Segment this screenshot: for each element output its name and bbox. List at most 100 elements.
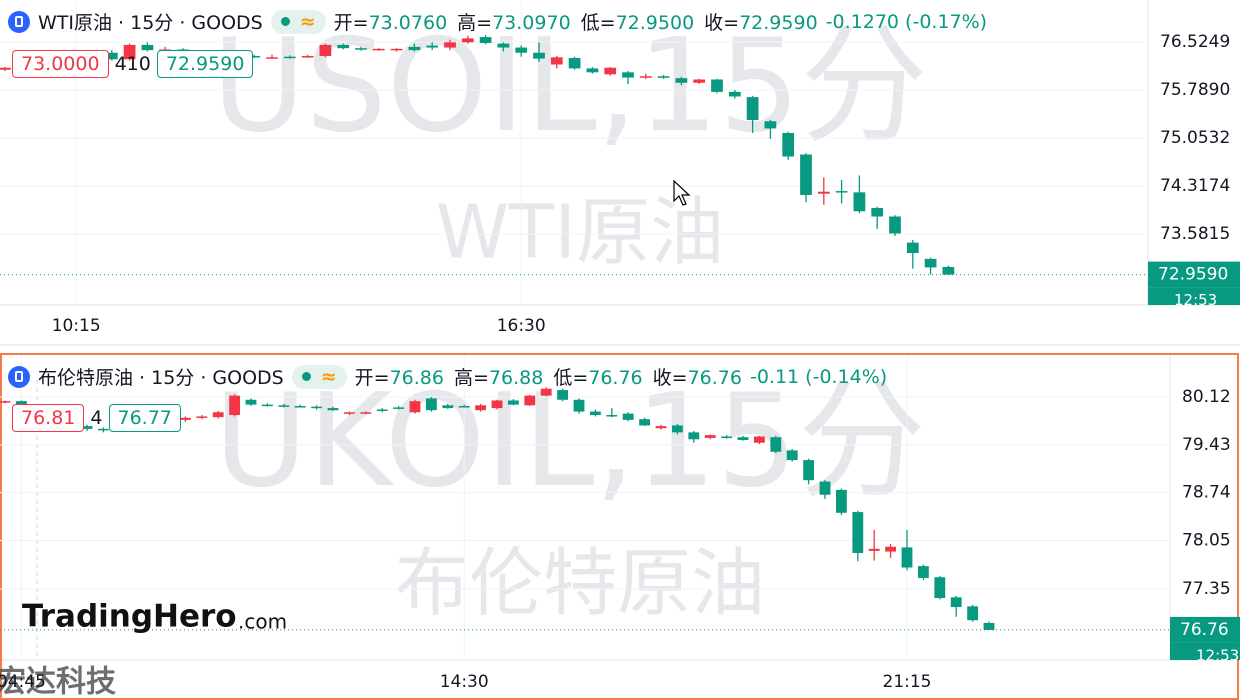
candle-body: [479, 37, 492, 43]
status-pill[interactable]: ≈: [270, 9, 326, 34]
change: -0.1270 (-0.17%): [825, 10, 988, 33]
candle-body: [606, 415, 618, 417]
candle-body: [442, 405, 454, 409]
candle-body: [901, 547, 913, 568]
candle-body: [372, 48, 385, 51]
buy-button[interactable]: 76.77: [108, 404, 181, 432]
candle-body: [533, 52, 545, 59]
ohlc-item: 开=73.0760: [334, 8, 448, 35]
candle-body: [655, 426, 667, 429]
candle-body: [426, 45, 439, 48]
candle-body: [461, 38, 474, 43]
watermark-name: 布伦特原油: [395, 541, 765, 627]
candle-body: [179, 417, 191, 420]
candle-body: [639, 76, 652, 78]
candle-body: [311, 406, 323, 409]
change: -0.11 (-0.14%): [749, 365, 888, 388]
candle-body: [408, 46, 421, 51]
market-open-dot: [301, 372, 311, 381]
candle-body: [622, 413, 634, 420]
ohlc-item: 高=73.0970: [457, 8, 571, 35]
legend-header: 布伦特原油 · 15分 · GOODS ≈ 开=76.86 高=76.88 低=76…: [8, 363, 887, 390]
candle-body: [746, 97, 759, 120]
candle-body: [360, 412, 372, 414]
candle-body: [934, 577, 946, 599]
symbol-icon: [8, 365, 30, 388]
ohlc-value: 76.76: [588, 367, 643, 389]
symbol-title[interactable]: WTI原油 · 15分 · GOODS: [38, 12, 263, 34]
candle-body: [819, 481, 831, 495]
status-pill[interactable]: ≈: [291, 364, 347, 389]
candle-body: [425, 398, 437, 411]
candle-body: [376, 409, 388, 411]
x-tick-label: 14:30: [440, 672, 489, 692]
candle-body: [390, 48, 403, 51]
candle-body: [343, 412, 355, 414]
sell-button[interactable]: 73.0000: [12, 50, 109, 78]
countdown-box: [1148, 287, 1240, 305]
candle-body: [301, 56, 314, 58]
countdown: 12:53: [1196, 646, 1239, 664]
ohlc-item: 低=72.9500: [581, 8, 695, 35]
ohlc-value: 72.9500: [615, 12, 695, 34]
selected-panel: [0, 353, 1239, 700]
candle-body: [753, 436, 765, 443]
candle-body: [550, 57, 563, 65]
buy-button[interactable]: 72.9590: [156, 50, 254, 78]
ohlc-value: 72.9590: [739, 12, 818, 34]
candle-body: [967, 606, 979, 621]
candle-body: [586, 68, 599, 73]
candle-body: [770, 437, 782, 452]
ohlc-item: 收=76.76: [653, 363, 742, 390]
ohlc-value: 76.76: [687, 367, 742, 389]
last-price-box: [1170, 616, 1240, 643]
candle-body: [704, 435, 716, 438]
symbol-title[interactable]: 布伦特原油 · 15分 · GOODS: [38, 367, 284, 389]
wave-icon: ≈: [320, 365, 337, 388]
y-tick-label: 80.12: [1182, 387, 1231, 407]
candle-body: [657, 76, 670, 78]
candle-body: [889, 216, 901, 234]
trade-buttons: 73.0000 410 72.9590: [12, 50, 254, 78]
ohlc-value: 76.86: [389, 367, 444, 389]
candle-body: [97, 428, 109, 431]
ohlc-label: 收=: [704, 12, 740, 34]
candle-body: [622, 72, 634, 78]
trade-buttons: 76.81 4 76.77: [12, 404, 181, 432]
candle-body: [721, 436, 733, 439]
candle-body: [266, 57, 278, 59]
candle-body: [764, 121, 777, 129]
candle-body: [589, 411, 601, 416]
ohlc-item: 开=76.86: [355, 363, 444, 390]
candle-body: [355, 48, 367, 50]
ohlc-legend: 开=73.0760 高=73.0970 低=72.9500 收=72.9590: [334, 8, 818, 35]
y-tick-label: 73.5815: [1160, 224, 1230, 244]
candle-body: [283, 56, 296, 59]
candle-body: [817, 191, 830, 194]
ohlc-item: 低=76.76: [553, 363, 642, 390]
sell-button[interactable]: 76.81: [12, 404, 85, 432]
candle-body: [800, 154, 812, 195]
candle-body: [229, 395, 241, 416]
countdown: 12:53: [1174, 291, 1217, 309]
candle-body: [782, 132, 795, 157]
candle-body: [906, 242, 919, 254]
candle-body: [557, 390, 569, 400]
candle-body: [540, 388, 552, 396]
candle-body: [524, 395, 536, 406]
candle-body: [444, 42, 456, 48]
candle-body: [568, 57, 581, 69]
y-tick-label: 75.7890: [1160, 80, 1230, 100]
candle-body: [0, 401, 11, 403]
ohlc-label: 高=: [457, 12, 493, 34]
candle-body: [871, 208, 884, 217]
ohlc-value: 73.0760: [368, 12, 448, 34]
candle-body: [835, 191, 848, 193]
x-tick-label: 16:30: [497, 316, 546, 336]
candle-body: [852, 512, 864, 553]
candle-body: [458, 406, 470, 408]
candle-body: [278, 405, 290, 407]
quantity: 410: [114, 53, 151, 75]
